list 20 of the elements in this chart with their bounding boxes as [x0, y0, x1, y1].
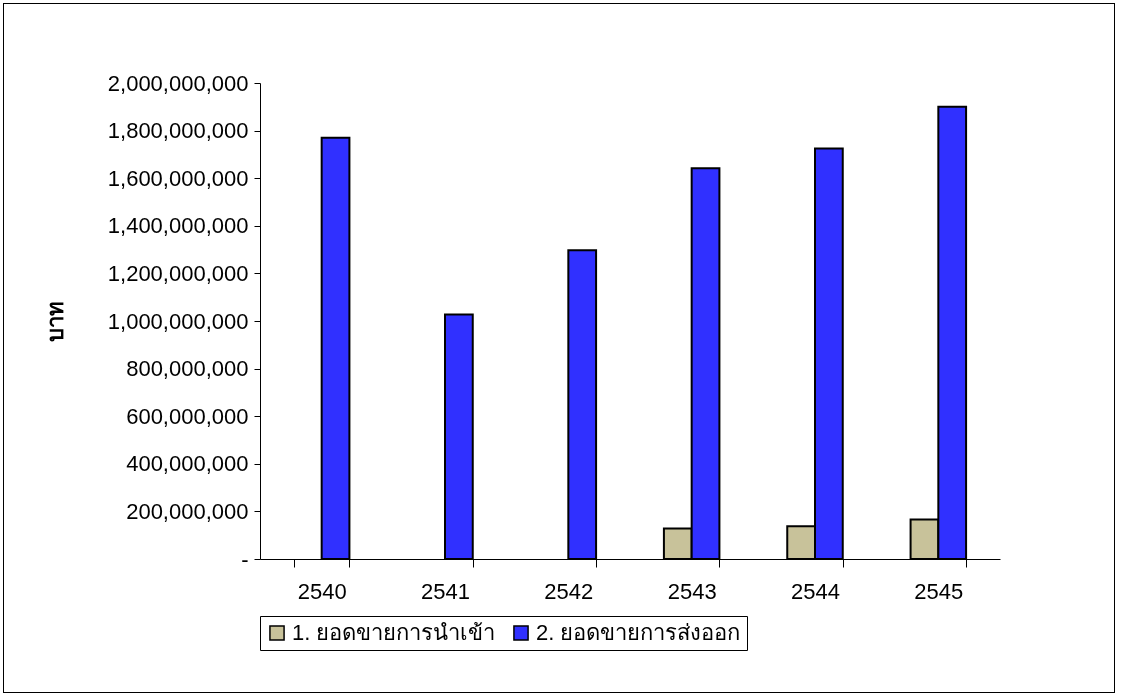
- y-tick-label: 800,000,000: [126, 356, 249, 382]
- y-tick-label: 600,000,000: [126, 403, 249, 429]
- y-tick-label: 1,600,000,000: [107, 165, 249, 191]
- x-tick-label: 2542: [544, 578, 594, 604]
- y-tick-label: 1,000,000,000: [107, 308, 249, 334]
- y-tick-label: -: [241, 546, 249, 572]
- y-tick-label: 400,000,000: [126, 451, 249, 477]
- x-tick-label: 2541: [421, 578, 470, 604]
- y-tick-label: 2,000,000,000: [107, 70, 249, 96]
- legend-label: 2. ยอดขายการส่งออก: [536, 620, 741, 645]
- x-tick-label: 2543: [667, 578, 717, 604]
- x-tick-label: 2540: [297, 578, 347, 604]
- x-tick-label: 2545: [914, 578, 964, 604]
- y-tick-label: 200,000,000: [126, 498, 249, 524]
- x-tick-label: 2544: [791, 578, 840, 604]
- y-tick-label: 1,400,000,000: [107, 213, 249, 239]
- y-tick-label: 1,800,000,000: [107, 118, 249, 144]
- y-tick-label: 1,200,000,000: [107, 260, 249, 286]
- legend-label: 1. ยอดขายการนำเข้า: [292, 620, 496, 645]
- y-axis-title: บาท: [42, 301, 68, 342]
